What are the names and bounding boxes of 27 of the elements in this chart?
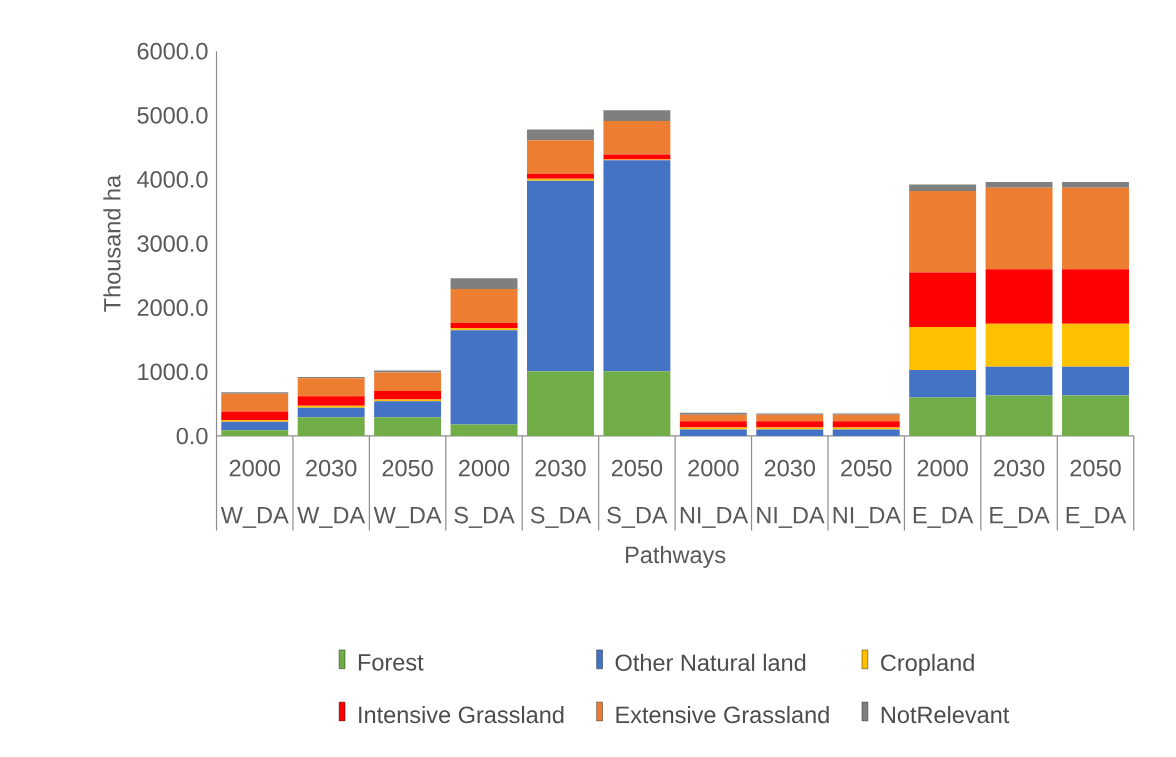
legend-label: NotRelevant (881, 706, 1010, 724)
legend-label: Forest (358, 654, 424, 671)
category-label: 2050 S_DA (607, 459, 668, 529)
legend-label: Intensive Grassland (359, 706, 564, 724)
y-tick-label: 6000.0 (137, 42, 208, 60)
category-label: 2030 NI_DA (757, 459, 825, 529)
y-tick-label: 3000.0 (137, 235, 208, 252)
legend-label: Extensive Grassland (616, 706, 829, 724)
legend-label: Cropland (881, 653, 974, 676)
category-label: 2030 E_DA (990, 459, 1050, 529)
y-tick-label: 2000.0 (137, 299, 208, 317)
category-label: 2000 NI_DA (680, 459, 749, 529)
y-tick-label: 1000.0 (138, 363, 208, 381)
y-tick-label: 4000.0 (137, 171, 208, 188)
legend-label: Other Natural land (615, 653, 806, 672)
y-axis-title: Thousand ha (103, 175, 121, 312)
category-label: 2050 W_DA (373, 459, 442, 529)
category-label: 2000 S_DA (454, 459, 515, 529)
category-label: 2050 E_DA (1066, 459, 1127, 529)
x-axis-title: Pathways (626, 546, 726, 569)
y-tick-label: 0.0 (176, 427, 208, 445)
category-label: 2000 E_DA (913, 459, 974, 529)
y-tick-label: 5000.0 (137, 107, 208, 124)
category-label: 2000 W_DA (220, 459, 289, 529)
category-label: 2030 S_DA (530, 459, 592, 529)
category-label: 2050 NI_DA (833, 459, 902, 529)
category-label: 2030 W_DA (297, 459, 366, 529)
